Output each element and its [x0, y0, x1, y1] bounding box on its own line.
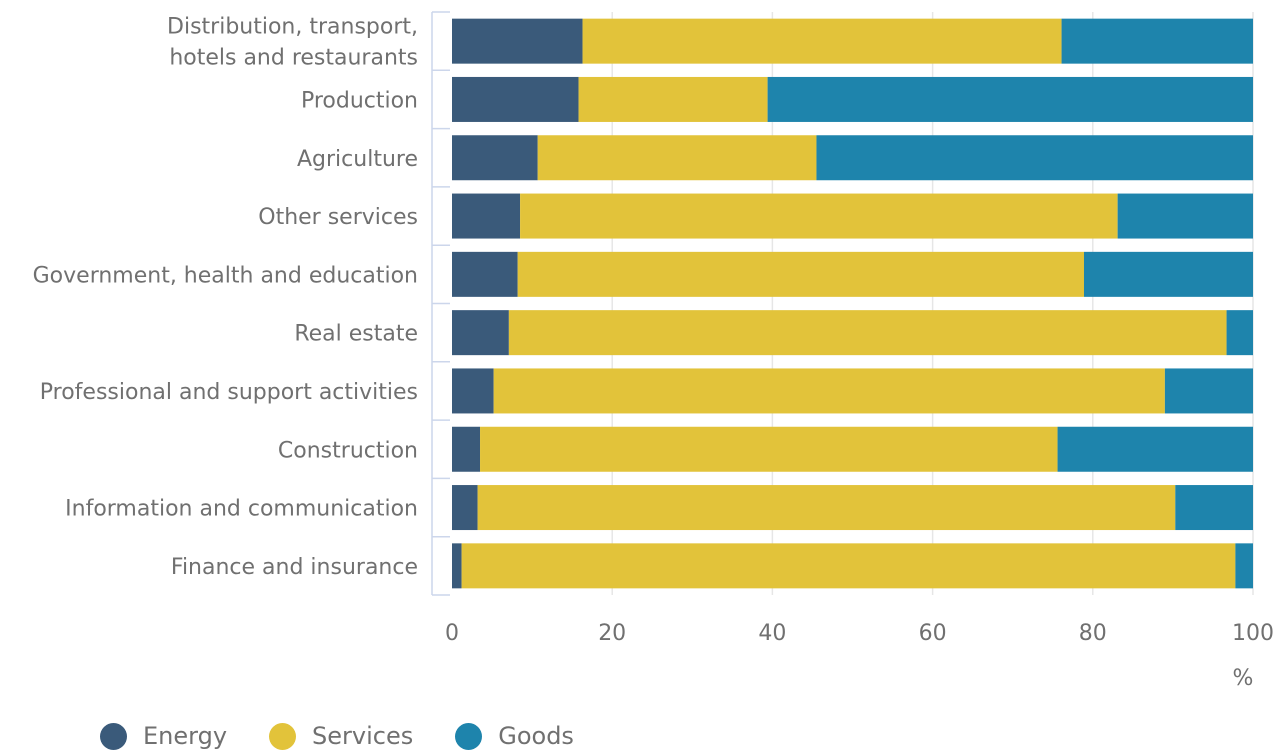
x-tick-label: 60 [919, 621, 947, 646]
bar-energy-5 [452, 310, 509, 356]
bar-services-3 [520, 193, 1118, 239]
legend-label-services: Services [312, 722, 414, 750]
bar-services-2 [537, 135, 817, 181]
bar-services-1 [578, 76, 768, 122]
bar-services-7 [480, 426, 1058, 472]
category-label: Professional and support activities [40, 380, 418, 405]
category-label: hotels and restaurants [169, 46, 418, 71]
bar-goods-8 [1175, 485, 1253, 531]
legend-label-goods: Goods [498, 722, 574, 750]
bar-energy-2 [452, 135, 538, 181]
bar-energy-1 [452, 76, 579, 122]
bar-energy-7 [452, 426, 481, 472]
legend-item-services: Services [269, 722, 413, 750]
bar-services-4 [517, 251, 1084, 297]
bar-services-5 [508, 310, 1227, 356]
x-tick-label: 40 [758, 621, 786, 646]
bar-goods-4 [1083, 251, 1253, 297]
legend-label-energy: Energy [143, 722, 228, 750]
category-label: Information and communication [65, 497, 418, 522]
category-label: Production [301, 88, 418, 113]
bar-services-0 [582, 18, 1062, 64]
x-tick-label: 100 [1232, 621, 1274, 646]
bar-goods-3 [1117, 193, 1253, 239]
category-label: Agriculture [297, 147, 418, 172]
category-label: Distribution, transport, [167, 15, 418, 40]
legend-item-energy: Energy [100, 722, 227, 750]
bar-services-6 [493, 368, 1165, 414]
stacked-bar-chart: Distribution, transport, hotels and resta… [33, 11, 1274, 691]
legend-swatch-energy [100, 722, 127, 750]
bar-energy-8 [452, 485, 478, 531]
bar-energy-9 [452, 543, 462, 589]
category-label: Construction [278, 438, 418, 463]
bar-goods-2 [816, 135, 1253, 181]
bar-goods-6 [1164, 368, 1253, 414]
legend-swatch-services [269, 722, 297, 750]
bar-goods-1 [767, 76, 1253, 122]
legend-item-goods: Goods [455, 722, 574, 750]
bar-goods-0 [1061, 18, 1253, 64]
bar-energy-0 [452, 18, 583, 64]
bar-energy-4 [452, 251, 518, 297]
bar-energy-6 [452, 368, 494, 414]
category-label: Other services [258, 205, 418, 230]
bar-goods-7 [1057, 426, 1253, 472]
bar-services-9 [461, 543, 1236, 589]
category-label: Finance and insurance [171, 555, 418, 580]
legend-swatch-goods [455, 722, 483, 750]
x-tick-label: 0 [445, 621, 459, 646]
x-tick-label: 80 [1079, 621, 1107, 646]
bar-services-8 [477, 485, 1176, 531]
bar-goods-9 [1235, 543, 1253, 589]
category-label: Government, health and education [33, 263, 418, 288]
x-unit-label: % [1233, 666, 1254, 691]
bar-energy-3 [452, 193, 521, 239]
chart-legend: Energy Services Goods [100, 722, 616, 750]
bar-goods-5 [1226, 310, 1253, 356]
x-tick-label: 20 [598, 621, 626, 646]
category-label: Real estate [294, 322, 418, 347]
